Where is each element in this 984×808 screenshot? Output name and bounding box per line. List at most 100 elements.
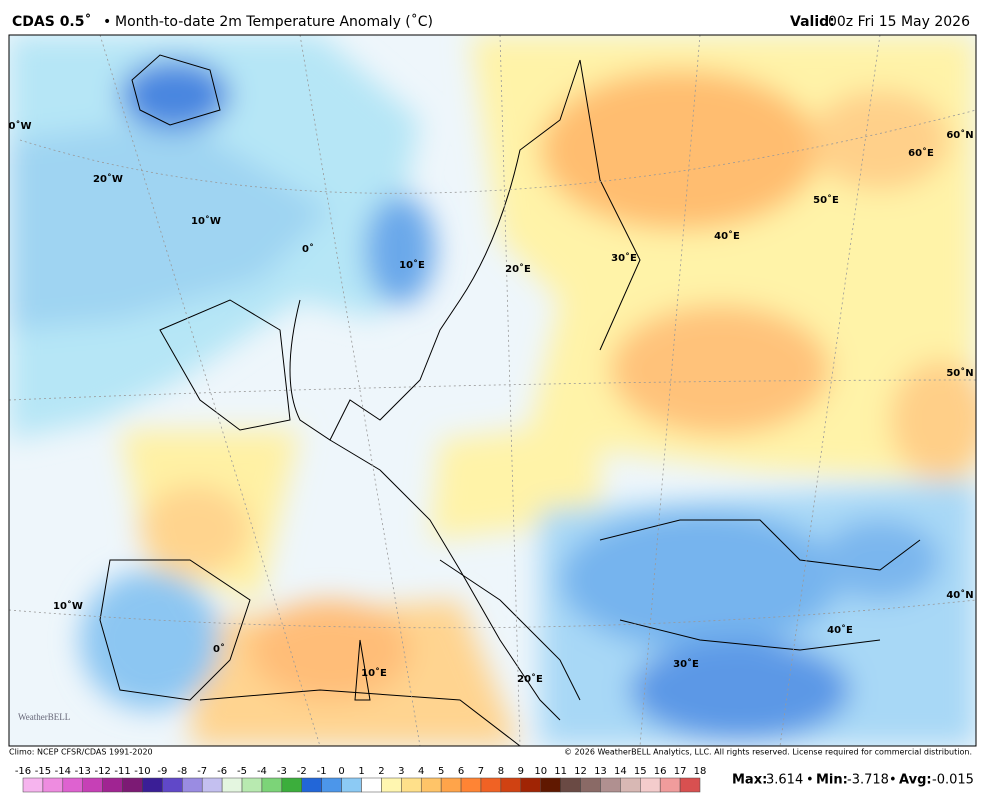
separator: • xyxy=(889,773,897,788)
colorbar-tick-label: 10 xyxy=(534,766,547,777)
colorbar-tick-label: -12 xyxy=(94,766,110,777)
colorbar-tick-label: 15 xyxy=(634,766,647,777)
colorbar-tick-label: 12 xyxy=(574,766,587,777)
colorbar-tick-label: 16 xyxy=(654,766,667,777)
colorbar-box xyxy=(301,777,322,793)
colorbar-tick-label: -16 xyxy=(15,766,31,777)
valid-value: 00z Fri 15 May 2026 xyxy=(828,14,970,30)
colorbar-tick-label: -13 xyxy=(75,766,91,777)
colorbar-box xyxy=(361,777,382,793)
graticule-label: 0˚ xyxy=(213,643,225,655)
min-value: -3.718 xyxy=(847,773,889,788)
graticule-label: 30˚E xyxy=(673,658,699,670)
colorbar-tick-label: 3 xyxy=(398,766,404,777)
colorbar-box xyxy=(62,777,83,793)
graticule-label: 40˚E xyxy=(827,624,853,636)
colorbar-tick-label: 5 xyxy=(438,766,444,777)
graticule-label: 10˚W xyxy=(191,215,221,227)
colorbar-box xyxy=(221,777,243,793)
graticule-label: 10˚E xyxy=(399,259,425,271)
colorbar-tick-label: 14 xyxy=(614,766,627,777)
colorbar-box xyxy=(600,777,621,793)
colorbar-tick-label: 18 xyxy=(694,766,707,777)
graticule-label: 10˚E xyxy=(361,667,387,679)
max-value: 3.614 xyxy=(766,773,803,788)
colorbar-box xyxy=(321,777,342,793)
valid-label: Valid: xyxy=(790,14,835,30)
colorbar-box xyxy=(142,777,163,793)
graticule-label: 0˚ xyxy=(302,243,314,255)
colorbar-box xyxy=(540,777,561,793)
colorbar-tick-label: -11 xyxy=(114,766,130,777)
title: CDAS 0.5˚ xyxy=(12,13,92,30)
colorbar-tick-label: -3 xyxy=(277,766,287,777)
colorbar-tick-label: -4 xyxy=(257,766,267,777)
colorbar-box xyxy=(42,777,64,793)
colorbar-box xyxy=(620,777,641,793)
graticule-label: 20˚W xyxy=(93,173,123,185)
colorbar-box xyxy=(440,777,462,793)
colorbar-tick-label: -15 xyxy=(35,766,51,777)
colorbar-box xyxy=(520,777,541,793)
colorbar-tick-label: 13 xyxy=(594,766,607,777)
colorbar-box xyxy=(480,777,502,793)
map-field xyxy=(9,35,976,746)
graticule-label: 0˚W xyxy=(9,120,32,132)
colorbar-box xyxy=(82,777,103,793)
colorbar-tick-label: -9 xyxy=(157,766,167,777)
colorbar-tick-label: -6 xyxy=(217,766,227,777)
colorbar-box xyxy=(401,777,422,793)
colorbar-box xyxy=(679,777,701,793)
colorbar-tick-label: -5 xyxy=(237,766,247,777)
avg-label: Avg: xyxy=(899,773,932,788)
colorbar-tick-label: 8 xyxy=(498,766,504,777)
colorbar-tick-label: 7 xyxy=(478,766,484,777)
colorbar-tick-label: 6 xyxy=(458,766,464,777)
colorbar-tick-label: 2 xyxy=(378,766,384,777)
map-frame xyxy=(8,34,977,747)
colorbar-tick-label: -1 xyxy=(317,766,327,777)
colorbar-box xyxy=(460,777,482,793)
colorbar-box xyxy=(241,777,263,793)
copyright: © 2026 WeatherBELL Analytics, LLC. All r… xyxy=(564,748,972,757)
colorbar-tick-label: -8 xyxy=(177,766,187,777)
graticule-label: 20˚E xyxy=(505,263,531,275)
colorbar-tick-label: 17 xyxy=(674,766,687,777)
colorbar-box xyxy=(182,777,203,793)
colorbar-tick-label: -2 xyxy=(297,766,307,777)
colorbar-box xyxy=(102,777,123,793)
graticule-label: 30˚E xyxy=(611,252,637,264)
colorbar-tick-label: -10 xyxy=(134,766,150,777)
graticule-label: 20˚E xyxy=(517,673,543,685)
colorbar-tick-label: 11 xyxy=(554,766,567,777)
colorbar-box xyxy=(201,777,223,793)
colorbar-box xyxy=(281,777,303,793)
colorbar-tick-label: -7 xyxy=(197,766,207,777)
colorbar-box xyxy=(580,777,601,793)
subtitle: Month-to-date 2m Temperature Anomaly (˚C… xyxy=(115,13,433,30)
climo: Climo: NCEP CFSR/CDAS 1991-2020 xyxy=(9,748,153,757)
separator: • xyxy=(806,773,814,788)
colorbar-box xyxy=(341,777,362,793)
colorbar-tick-label: 1 xyxy=(358,766,364,777)
logo: WeatherBELL xyxy=(18,712,70,722)
colorbar-tick-label: 0 xyxy=(338,766,344,777)
colorbar-tick-label: -14 xyxy=(55,766,71,777)
colorbar-box xyxy=(560,777,581,793)
colorbar-box xyxy=(659,777,681,793)
graticule-label: 40˚E xyxy=(714,230,740,242)
colorbar-box xyxy=(162,777,183,793)
graticule-label: 50˚N xyxy=(946,367,973,379)
min-label: Min: xyxy=(816,773,848,788)
colorbar-box xyxy=(640,777,661,793)
graticule-label: 50˚E xyxy=(813,194,839,206)
graticule-label: 40˚N xyxy=(946,589,973,601)
graticule-label: 60˚N xyxy=(946,129,973,141)
colorbar-box xyxy=(420,777,442,793)
colorbar-box xyxy=(122,777,143,793)
avg-value: -0.015 xyxy=(932,773,974,788)
colorbar-box xyxy=(261,777,283,793)
max-label: Max: xyxy=(732,773,767,788)
graticule-label: 60˚E xyxy=(908,147,934,159)
